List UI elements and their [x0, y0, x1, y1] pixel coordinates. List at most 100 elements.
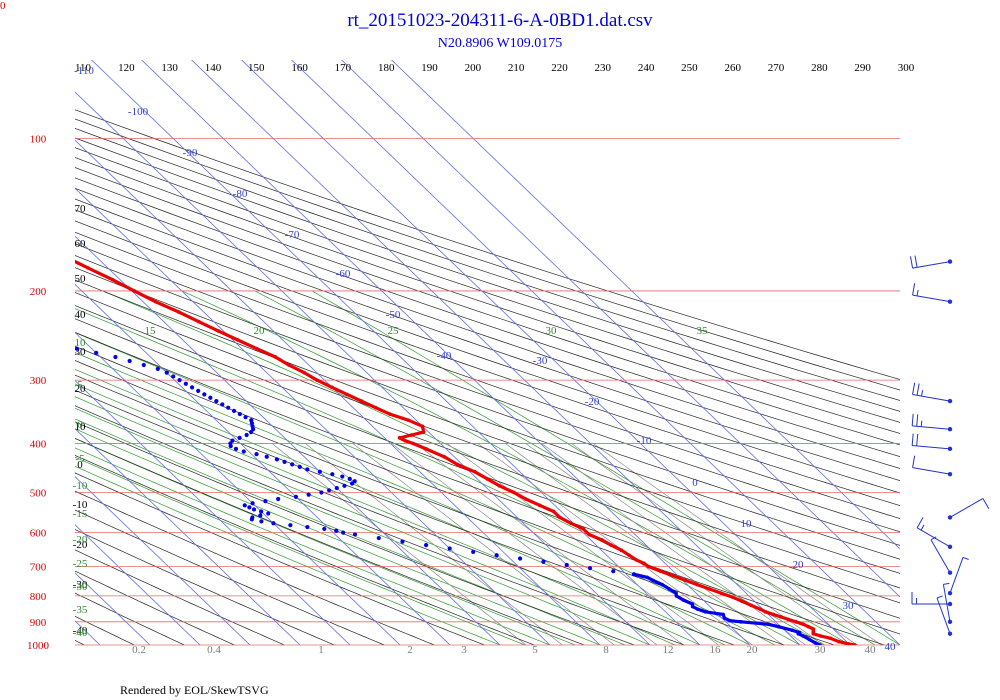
temperature-point: [176, 310, 181, 314]
isotherm-line: [75, 139, 601, 645]
pressure-label: 100: [30, 133, 47, 145]
wind-barb-flag: [943, 582, 950, 585]
height-label: 20: [75, 383, 87, 395]
wind-barb-flag: [912, 382, 916, 395]
theta-label: 140: [205, 62, 222, 74]
temperature-point: [828, 636, 833, 641]
dewpoint-point: [297, 464, 302, 469]
theta-label: 240: [638, 62, 655, 74]
temperature-point: [778, 615, 783, 619]
temperature-point: [153, 299, 158, 304]
temperature-point: [634, 558, 639, 562]
wind-barb-staff: [949, 557, 964, 594]
wind-barb-flag: [914, 255, 918, 268]
dry-adiabat: [75, 640, 85, 645]
temperature-point: [786, 617, 791, 622]
dewpoint-point: [564, 562, 569, 568]
dry-adiabat: [75, 127, 900, 401]
chart-subtitle: N20.8906 W109.0175: [437, 36, 563, 51]
isotherm-line: [291, 60, 900, 645]
isotherm-line: [75, 476, 251, 645]
dry-adiabat: [75, 345, 885, 645]
temperature-point: [236, 338, 240, 342]
temperature-point: [627, 553, 631, 558]
dewpoint-point: [818, 643, 822, 645]
dewpoint-point: [306, 492, 311, 497]
temperature-point: [388, 412, 392, 416]
moist-adiabat-label: -35: [73, 604, 88, 616]
theta-label: 300: [898, 62, 915, 74]
temperature-point: [763, 610, 768, 614]
dewpoint-point: [189, 385, 195, 390]
dewpoint-point: [183, 381, 188, 386]
wind-barb-dot: [947, 601, 953, 607]
wind-barb-dot: [947, 446, 953, 452]
temperature-point: [4, 226, 8, 230]
isotherm-line: [75, 380, 351, 645]
temperature-point: [512, 490, 516, 495]
dewpoint-point: [290, 462, 295, 467]
temperature-point: [731, 595, 735, 600]
temperature-point: [34, 240, 38, 244]
wind-barb-staff: [912, 445, 951, 450]
temperature-point: [794, 620, 798, 624]
mixing-ratio-line: [505, 443, 784, 645]
isotherm-label: 10: [741, 518, 753, 530]
theta-label: 270: [768, 62, 785, 74]
wind-barb-dot: [947, 590, 953, 596]
wind-barb-dot: [947, 619, 953, 625]
dry-adiabat: [75, 109, 900, 380]
moist-adiabat-label: -10: [73, 480, 88, 492]
height-label: 0: [77, 459, 83, 471]
moist-adiabat-label: 20: [254, 325, 266, 337]
dewpoint-point: [247, 505, 252, 510]
temperature-point: [537, 503, 542, 508]
wind-barb-dot: [947, 570, 953, 575]
render-credit: Rendered by EOL/SkewTSVG: [120, 683, 269, 697]
theta-label: 250: [681, 62, 698, 74]
dry-adiabat: [75, 389, 735, 645]
temperature-point: [403, 438, 407, 443]
wind-barb-staff: [912, 261, 951, 269]
dewpoint-point: [739, 620, 743, 624]
dewpoint-point: [341, 530, 346, 535]
dewpoint-point: [127, 358, 132, 364]
wind-barb-staff: [916, 527, 951, 548]
height-label: 70: [75, 203, 87, 215]
temperature-point: [330, 385, 334, 390]
dewpoint-point: [196, 388, 201, 393]
dewpoint-point: [690, 602, 695, 606]
isotherm-label: -80: [233, 188, 248, 200]
moist-adiabat-label: 30: [546, 325, 558, 337]
dewpoint-point: [258, 513, 263, 518]
dry-adiabat: [75, 318, 900, 619]
dry-adiabat: [75, 267, 900, 560]
dewpoint-point: [645, 575, 649, 580]
isobars: [75, 138, 900, 646]
isotherm-line: [75, 524, 201, 645]
dry-adiabat: [75, 490, 435, 645]
dewpoint-point: [340, 474, 345, 479]
temperature-point: [85, 265, 90, 270]
dry-adiabat: [75, 147, 900, 423]
dewpoint-point: [231, 408, 237, 413]
moist-adiabat: [75, 456, 526, 645]
mixing-ratio-label: 0.2: [132, 644, 146, 656]
wind-barb-flag: [911, 413, 914, 426]
dry-adiabat: [75, 209, 900, 494]
wind-barbs: [910, 255, 990, 636]
moist-adiabat-label: 35: [697, 325, 709, 337]
dry-adiabat: [0, 26, 34, 645]
dewpoint-point: [801, 634, 805, 638]
dewpoint-point: [113, 354, 118, 360]
dewpoint-point: [244, 432, 249, 438]
dewpoint-point: [342, 483, 347, 488]
temperature-point: [315, 378, 319, 382]
moist-adiabat-label: 25: [388, 325, 400, 337]
moist-adiabat: [75, 407, 651, 645]
moist-adiabat: [75, 447, 551, 645]
dewpoint-point: [376, 535, 381, 541]
mixing-ratio-label: 5: [532, 644, 538, 656]
dry-adiabat: [75, 454, 535, 645]
